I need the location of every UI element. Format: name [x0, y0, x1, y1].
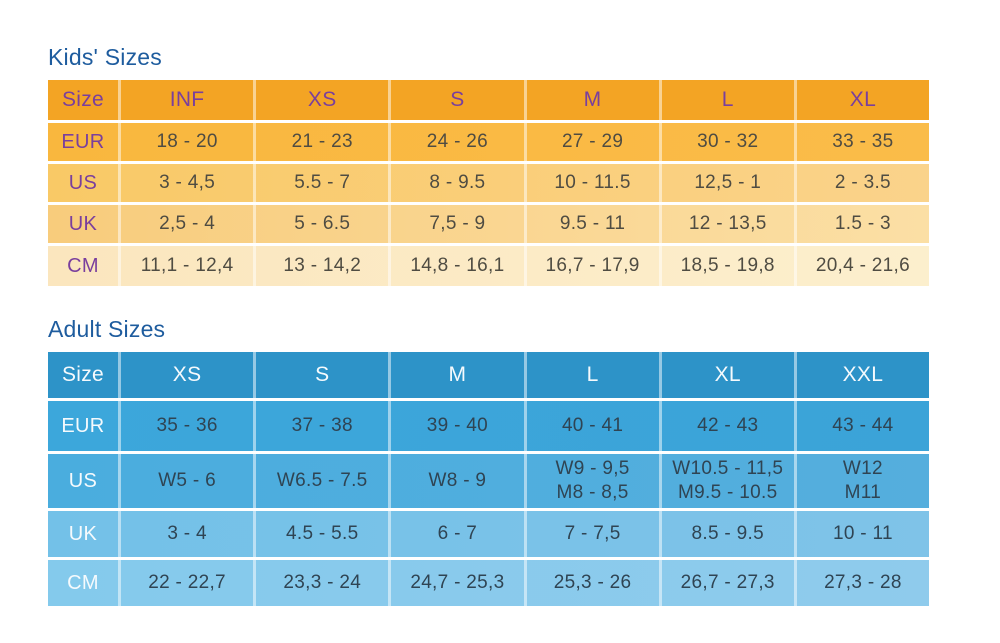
adult-sizes-section: Adult Sizes Size XS S M L XL XXL EUR 35 - 36 37 -…: [48, 316, 929, 606]
adult-sizes-title: Adult Sizes: [48, 316, 166, 342]
value-cell: 24,7 - 25,3: [388, 560, 523, 606]
value-cell: 43 - 44: [793, 401, 929, 451]
table-row: EUR 18 - 20 21 - 23 24 - 26 27 - 29 30 - 32 33…: [48, 123, 929, 161]
size-header-cell: L: [523, 352, 659, 398]
value-cell: 10 - 11: [793, 511, 929, 557]
size-header-cell: M: [388, 352, 523, 398]
size-header-cell: XL: [793, 80, 929, 120]
kids-sizes-title: Kids' Sizes: [48, 44, 162, 70]
size-header-cell: L: [658, 80, 794, 120]
value-cell: W9 - 9,5 M8 - 8,5: [523, 454, 659, 508]
size-header-cell: S: [253, 352, 388, 398]
value-cell: 9.5 - 11: [523, 205, 659, 243]
size-header-cell: XS: [253, 80, 388, 120]
value-cell: 42 - 43: [658, 401, 794, 451]
value-cell: 37 - 38: [253, 401, 388, 451]
size-column-header: Size: [61, 87, 105, 111]
value-cell: 12,5 - 1: [658, 164, 794, 202]
value-cell: 12 - 13,5: [658, 205, 794, 243]
value-cell: 4.5 - 5.5: [253, 511, 388, 557]
value-cell: 5.5 - 7: [253, 164, 388, 202]
value-cell: W10.5 - 11,5 M9.5 - 10.5: [658, 454, 794, 508]
value-cell: 5 - 6.5: [253, 205, 388, 243]
kids-sizes-table: Size INF XS S M L XL EUR 18 - 20 21 - 23 24 - 26 27…: [48, 80, 929, 286]
value-cell: 13 - 14,2: [253, 246, 388, 286]
table-row: CM 11,1 - 12,4 13 - 14,2 14,8 - 16,1 16,7 - …: [48, 246, 929, 286]
value-cell: 25,3 - 26: [523, 560, 659, 606]
value-cell: 35 - 36: [118, 401, 253, 451]
value-cell: 6 - 7: [388, 511, 523, 557]
value-cell: W8 - 9: [388, 454, 523, 508]
value-cell: 21 - 23: [253, 123, 388, 161]
value-cell: 8 - 9.5: [388, 164, 523, 202]
value-cell: 18 - 20: [118, 123, 253, 161]
size-header-cell: XL: [658, 352, 794, 398]
size-header-cell: S: [388, 80, 523, 120]
row-label-cell: CM: [67, 254, 99, 277]
value-cell: 11,1 - 12,4: [118, 246, 253, 286]
value-cell: 40 - 41: [523, 401, 659, 451]
value-cell: 3 - 4,5: [118, 164, 253, 202]
value-cell: 10 - 11.5: [523, 164, 659, 202]
value-cell: 26,7 - 27,3: [658, 560, 794, 606]
value-cell: 23,3 - 24: [253, 560, 388, 606]
value-cell: 7,5 - 9: [388, 205, 523, 243]
size-header-cell: XS: [118, 352, 253, 398]
value-cell: 8.5 - 9.5: [658, 511, 794, 557]
value-cell: W6.5 - 7.5: [253, 454, 388, 508]
kids-sizes-section: Kids' Sizes Size INF XS S M L XL EUR 18 - 20 21 -…: [48, 44, 929, 286]
row-label-cell: EUR: [61, 414, 105, 437]
value-cell: 27 - 29: [523, 123, 659, 161]
value-cell: 33 - 35: [793, 123, 929, 161]
table-row: CM 22 - 22,7 23,3 - 24 24,7 - 25,3 25,3 - 26…: [48, 560, 929, 606]
row-label-cell: UK: [68, 212, 98, 235]
row-label-cell: US: [68, 469, 98, 492]
value-cell: 1.5 - 3: [793, 205, 929, 243]
value-cell: 7 - 7,5: [523, 511, 659, 557]
value-cell: 14,8 - 16,1: [388, 246, 523, 286]
value-cell: 16,7 - 17,9: [523, 246, 659, 286]
value-cell: 30 - 32: [658, 123, 794, 161]
value-cell: 27,3 - 28: [793, 560, 929, 606]
size-chart-content: Kids' Sizes Size INF XS S M L XL EUR 18 - 20 21 -…: [48, 44, 929, 609]
value-cell: 24 - 26: [388, 123, 523, 161]
table-row: US W5 - 6 W6.5 - 7.5 W8 - 9 W9 - 9,5 M8 - 8,…: [48, 454, 929, 508]
value-cell: 20,4 - 21,6: [793, 246, 929, 286]
row-label-cell: CM: [67, 571, 99, 594]
value-cell: 2,5 - 4: [118, 205, 253, 243]
row-label-cell: US: [68, 171, 98, 194]
value-cell: 2 - 3.5: [793, 164, 929, 202]
adult-sizes-table: Size XS S M L XL XXL EUR 35 - 36 37 - 38 39 - 40 40…: [48, 352, 929, 606]
value-cell: 22 - 22,7: [118, 560, 253, 606]
table-row: EUR 35 - 36 37 - 38 39 - 40 40 - 41 42 - 43 43…: [48, 401, 929, 451]
size-header-cell: M: [523, 80, 659, 120]
value-cell: 39 - 40: [388, 401, 523, 451]
size-header-cell: INF: [118, 80, 253, 120]
value-cell: 18,5 - 19,8: [658, 246, 794, 286]
header-row: Size INF XS S M L XL: [48, 80, 929, 120]
size-header-cell: XXL: [793, 352, 929, 398]
value-cell: W12 M11: [793, 454, 929, 508]
size-column-header: Size: [61, 362, 105, 386]
row-label-cell: UK: [68, 522, 98, 545]
row-label-cell: EUR: [61, 130, 105, 153]
value-cell: 3 - 4: [118, 511, 253, 557]
value-cell: W5 - 6: [118, 454, 253, 508]
header-row: Size XS S M L XL XXL: [48, 352, 929, 398]
